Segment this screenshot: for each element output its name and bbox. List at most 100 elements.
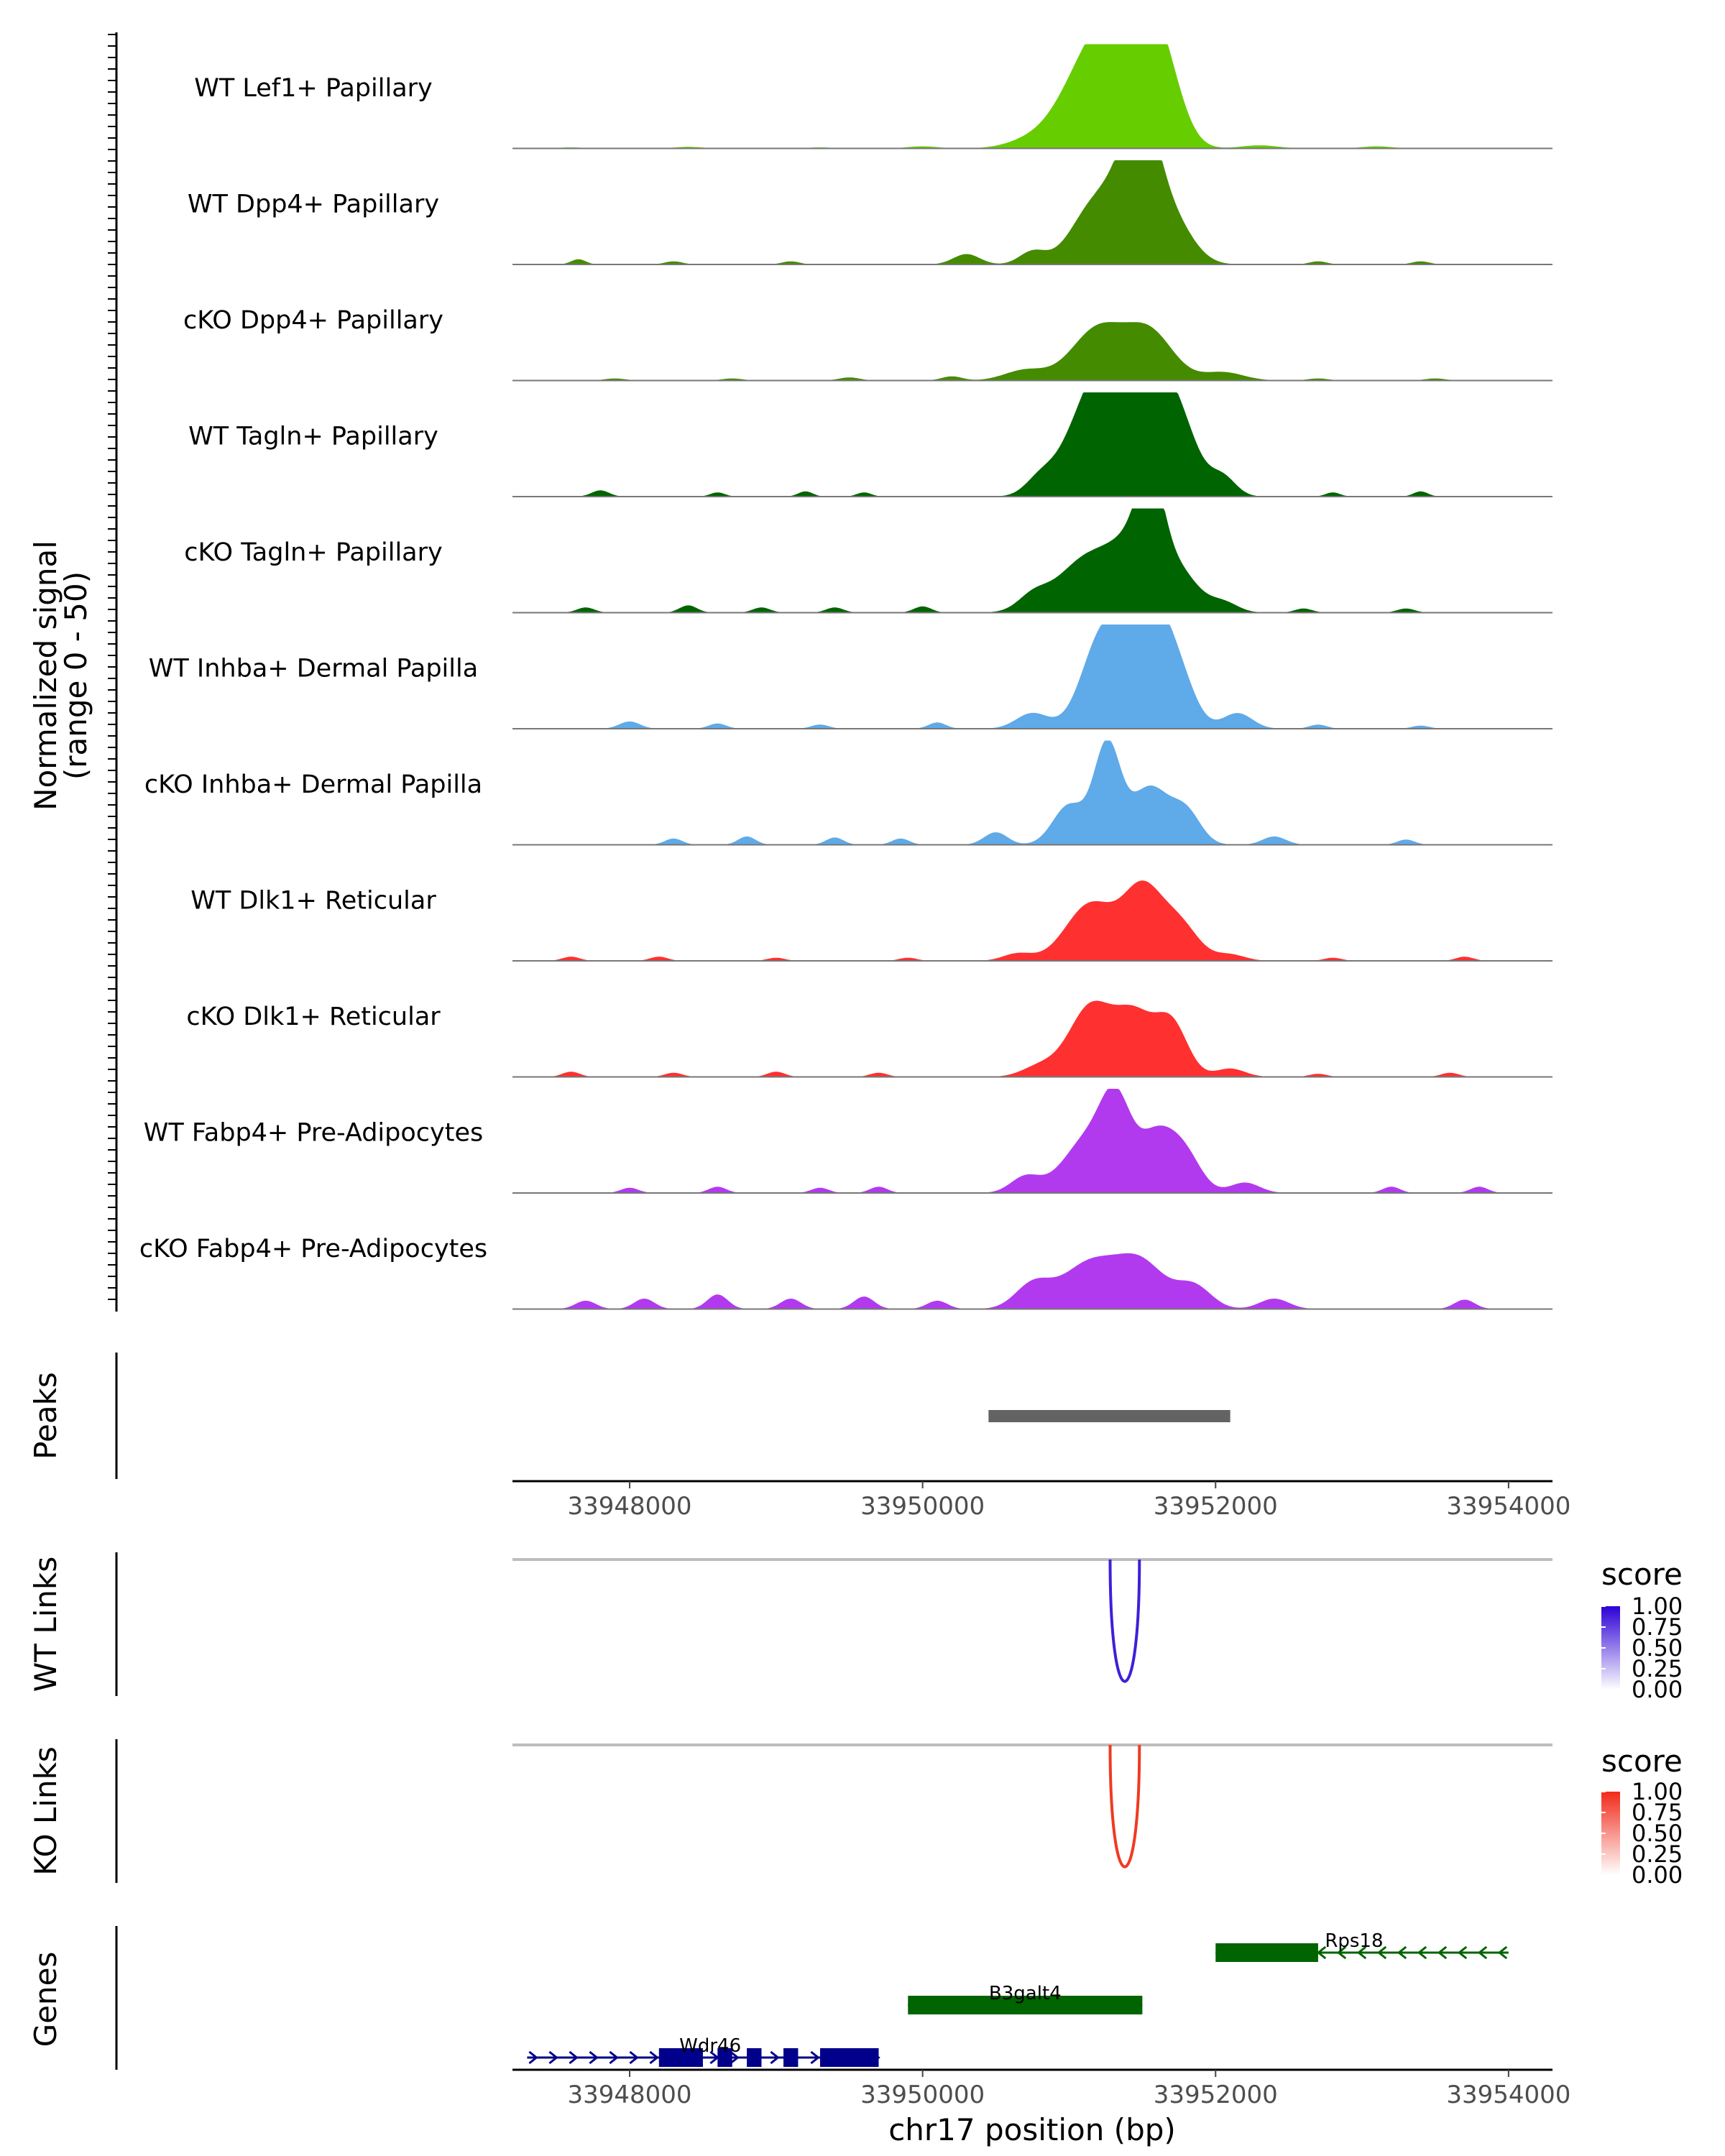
strand-arrow <box>1376 1945 1387 1960</box>
genes-panel: Genes Rps18 B3galt4 Wdr46 33948000 33950000… <box>28 1926 1570 2147</box>
gene-label: Rps18 <box>1325 1930 1383 1952</box>
strand-arrow <box>609 2050 619 2065</box>
track-label: cKO Inhba+ Dermal Papilla <box>144 770 482 799</box>
track-label: WT Tagln+ Papillary <box>188 423 438 451</box>
legend-label: 0.50 <box>1632 1820 1683 1847</box>
gene-label: B3galt4 <box>989 1983 1062 2004</box>
track-label: cKO Fabp4+ Pre-Adipocytes <box>139 1235 487 1263</box>
x-tick-label: 33950000 <box>860 1492 985 1521</box>
coverage-area <box>512 1253 1552 1309</box>
track-label: cKO Dpp4+ Papillary <box>183 306 443 335</box>
ko-legend-labels: 1.000.750.500.250.00 <box>1601 1778 1683 1889</box>
gene-model: B3galt4 <box>908 1983 1143 2014</box>
gene-label: Wdr46 <box>679 2035 741 2057</box>
track-label: WT Dlk1+ Reticular <box>190 887 436 916</box>
coverage-track: WT Dpp4+ Papillary <box>188 160 1552 265</box>
genes-x-axis-ticks: 33948000 33950000 33952000 33954000 <box>568 2070 1570 2109</box>
peaks-panel: Peaks 33948000 33950000 33952000 33954000 <box>28 1353 1570 1521</box>
coverage-track: cKO Tagln+ Papillary <box>184 508 1552 614</box>
x-tick-label: 33952000 <box>1154 2081 1278 2109</box>
x-axis-title: chr17 position (bp) <box>888 2112 1176 2147</box>
peaks-label: Peaks <box>28 1372 63 1460</box>
strand-arrow <box>1316 1945 1327 1960</box>
peak-regions <box>988 1410 1230 1422</box>
wt-score-legend: score 1.000.750.500.250.00 <box>1601 1557 1683 1703</box>
track-label: WT Fabp4+ Pre-Adipocytes <box>144 1119 483 1148</box>
strand-arrow <box>1336 1945 1347 1960</box>
coverage-panel: Normalized signal (range 0 - 50) WT Lef1… <box>28 32 1552 1312</box>
coverage-area <box>512 392 1552 497</box>
coverage-area <box>512 322 1552 381</box>
track-label: WT Inhba+ Dermal Papilla <box>149 655 478 683</box>
x-tick-label: 33952000 <box>1154 1492 1278 1521</box>
legend-label: 0.75 <box>1632 1799 1683 1826</box>
exon <box>717 2048 732 2067</box>
coverage-track: cKO Dlk1+ Reticular <box>186 1000 1552 1078</box>
strand-arrow <box>730 2050 740 2065</box>
track-label: cKO Tagln+ Papillary <box>184 538 443 567</box>
strand-arrow <box>569 2050 579 2065</box>
legend-label: 0.00 <box>1632 1676 1683 1703</box>
coverage-area <box>512 740 1552 845</box>
strand-arrow <box>1497 1945 1508 1960</box>
gene-model: Wdr46 <box>527 2035 880 2067</box>
strand-arrow <box>1397 1945 1407 1960</box>
exon <box>783 2048 799 2067</box>
x-tick-label: 33954000 <box>1446 2081 1570 2109</box>
exon <box>1215 1943 1318 1962</box>
exon <box>908 1996 1143 2014</box>
peaks-x-axis-ticks: 33948000 33950000 33952000 33954000 <box>568 1481 1570 1521</box>
x-tick-label: 33954000 <box>1446 1492 1570 1521</box>
strand-arrow <box>589 2050 599 2065</box>
link-arc <box>1108 1744 1141 1869</box>
x-tick-label: 33950000 <box>860 2081 985 2109</box>
coverage-area <box>512 44 1552 149</box>
legend-label: 0.00 <box>1632 1861 1683 1889</box>
coverage-track: cKO Dpp4+ Papillary <box>183 306 1552 382</box>
gene-model: Rps18 <box>1215 1930 1509 1962</box>
link-arc <box>1108 1559 1141 1683</box>
strand-arrow <box>1417 1945 1427 1960</box>
coverage-track: WT Inhba+ Dermal Papilla <box>149 625 1552 729</box>
strand-arrow <box>1356 1945 1367 1960</box>
coverage-tracks: WT Lef1+ Papillary WT Dpp4+ Papillary cKO … <box>139 44 1552 1310</box>
x-tick-label: 33948000 <box>568 1492 692 1521</box>
strand-arrow <box>548 2050 558 2065</box>
exon <box>819 2048 879 2067</box>
coverage-area <box>512 160 1552 264</box>
legend-label: 0.50 <box>1632 1634 1683 1662</box>
ko-link-arcs <box>1108 1744 1141 1869</box>
track-label: WT Dpp4+ Papillary <box>188 190 439 219</box>
wt-links-label: WT Links <box>28 1557 63 1692</box>
gene-models: Rps18 B3galt4 Wdr46 <box>527 1930 1509 2067</box>
wt-legend-labels: 1.000.750.500.250.00 <box>1601 1593 1683 1703</box>
strand-arrow <box>810 2050 820 2065</box>
exon <box>747 2048 762 2067</box>
strand-arrow <box>1457 1945 1468 1960</box>
track-label: cKO Dlk1+ Reticular <box>186 1003 441 1031</box>
ko-score-legend: score 1.000.750.500.250.00 <box>1601 1743 1683 1889</box>
coverage-area <box>512 1089 1552 1193</box>
genes-label: Genes <box>28 1952 63 2047</box>
peak-region <box>988 1410 1230 1422</box>
coverage-track: WT Dlk1+ Reticular <box>190 880 1552 962</box>
wt-links-panel: WT Links score 1.000.750.500.250.00 <box>28 1552 1683 1703</box>
coverage-track: cKO Fabp4+ Pre-Adipocytes <box>139 1235 1552 1310</box>
wt-legend-title: score <box>1601 1557 1683 1592</box>
legend-label: 1.00 <box>1632 1778 1683 1805</box>
wt-link-arcs <box>1108 1559 1141 1683</box>
exon <box>658 2048 703 2067</box>
coverage-track: WT Tagln+ Papillary <box>188 392 1552 497</box>
x-tick-label: 33948000 <box>568 2081 692 2109</box>
legend-label: 1.00 <box>1632 1593 1683 1620</box>
strand-arrow <box>1437 1945 1448 1960</box>
strand-arrow <box>770 2050 780 2065</box>
coverage-area <box>512 508 1552 613</box>
strand-arrow <box>1477 1945 1488 1960</box>
coverage-ylabel-line2: (range 0 - 50) <box>58 571 93 780</box>
coverage-track: WT Lef1+ Papillary <box>194 44 1552 149</box>
coverage-track: WT Fabp4+ Pre-Adipocytes <box>144 1089 1552 1194</box>
coverage-track: cKO Inhba+ Dermal Papilla <box>144 740 1552 846</box>
strand-arrow <box>629 2050 639 2065</box>
